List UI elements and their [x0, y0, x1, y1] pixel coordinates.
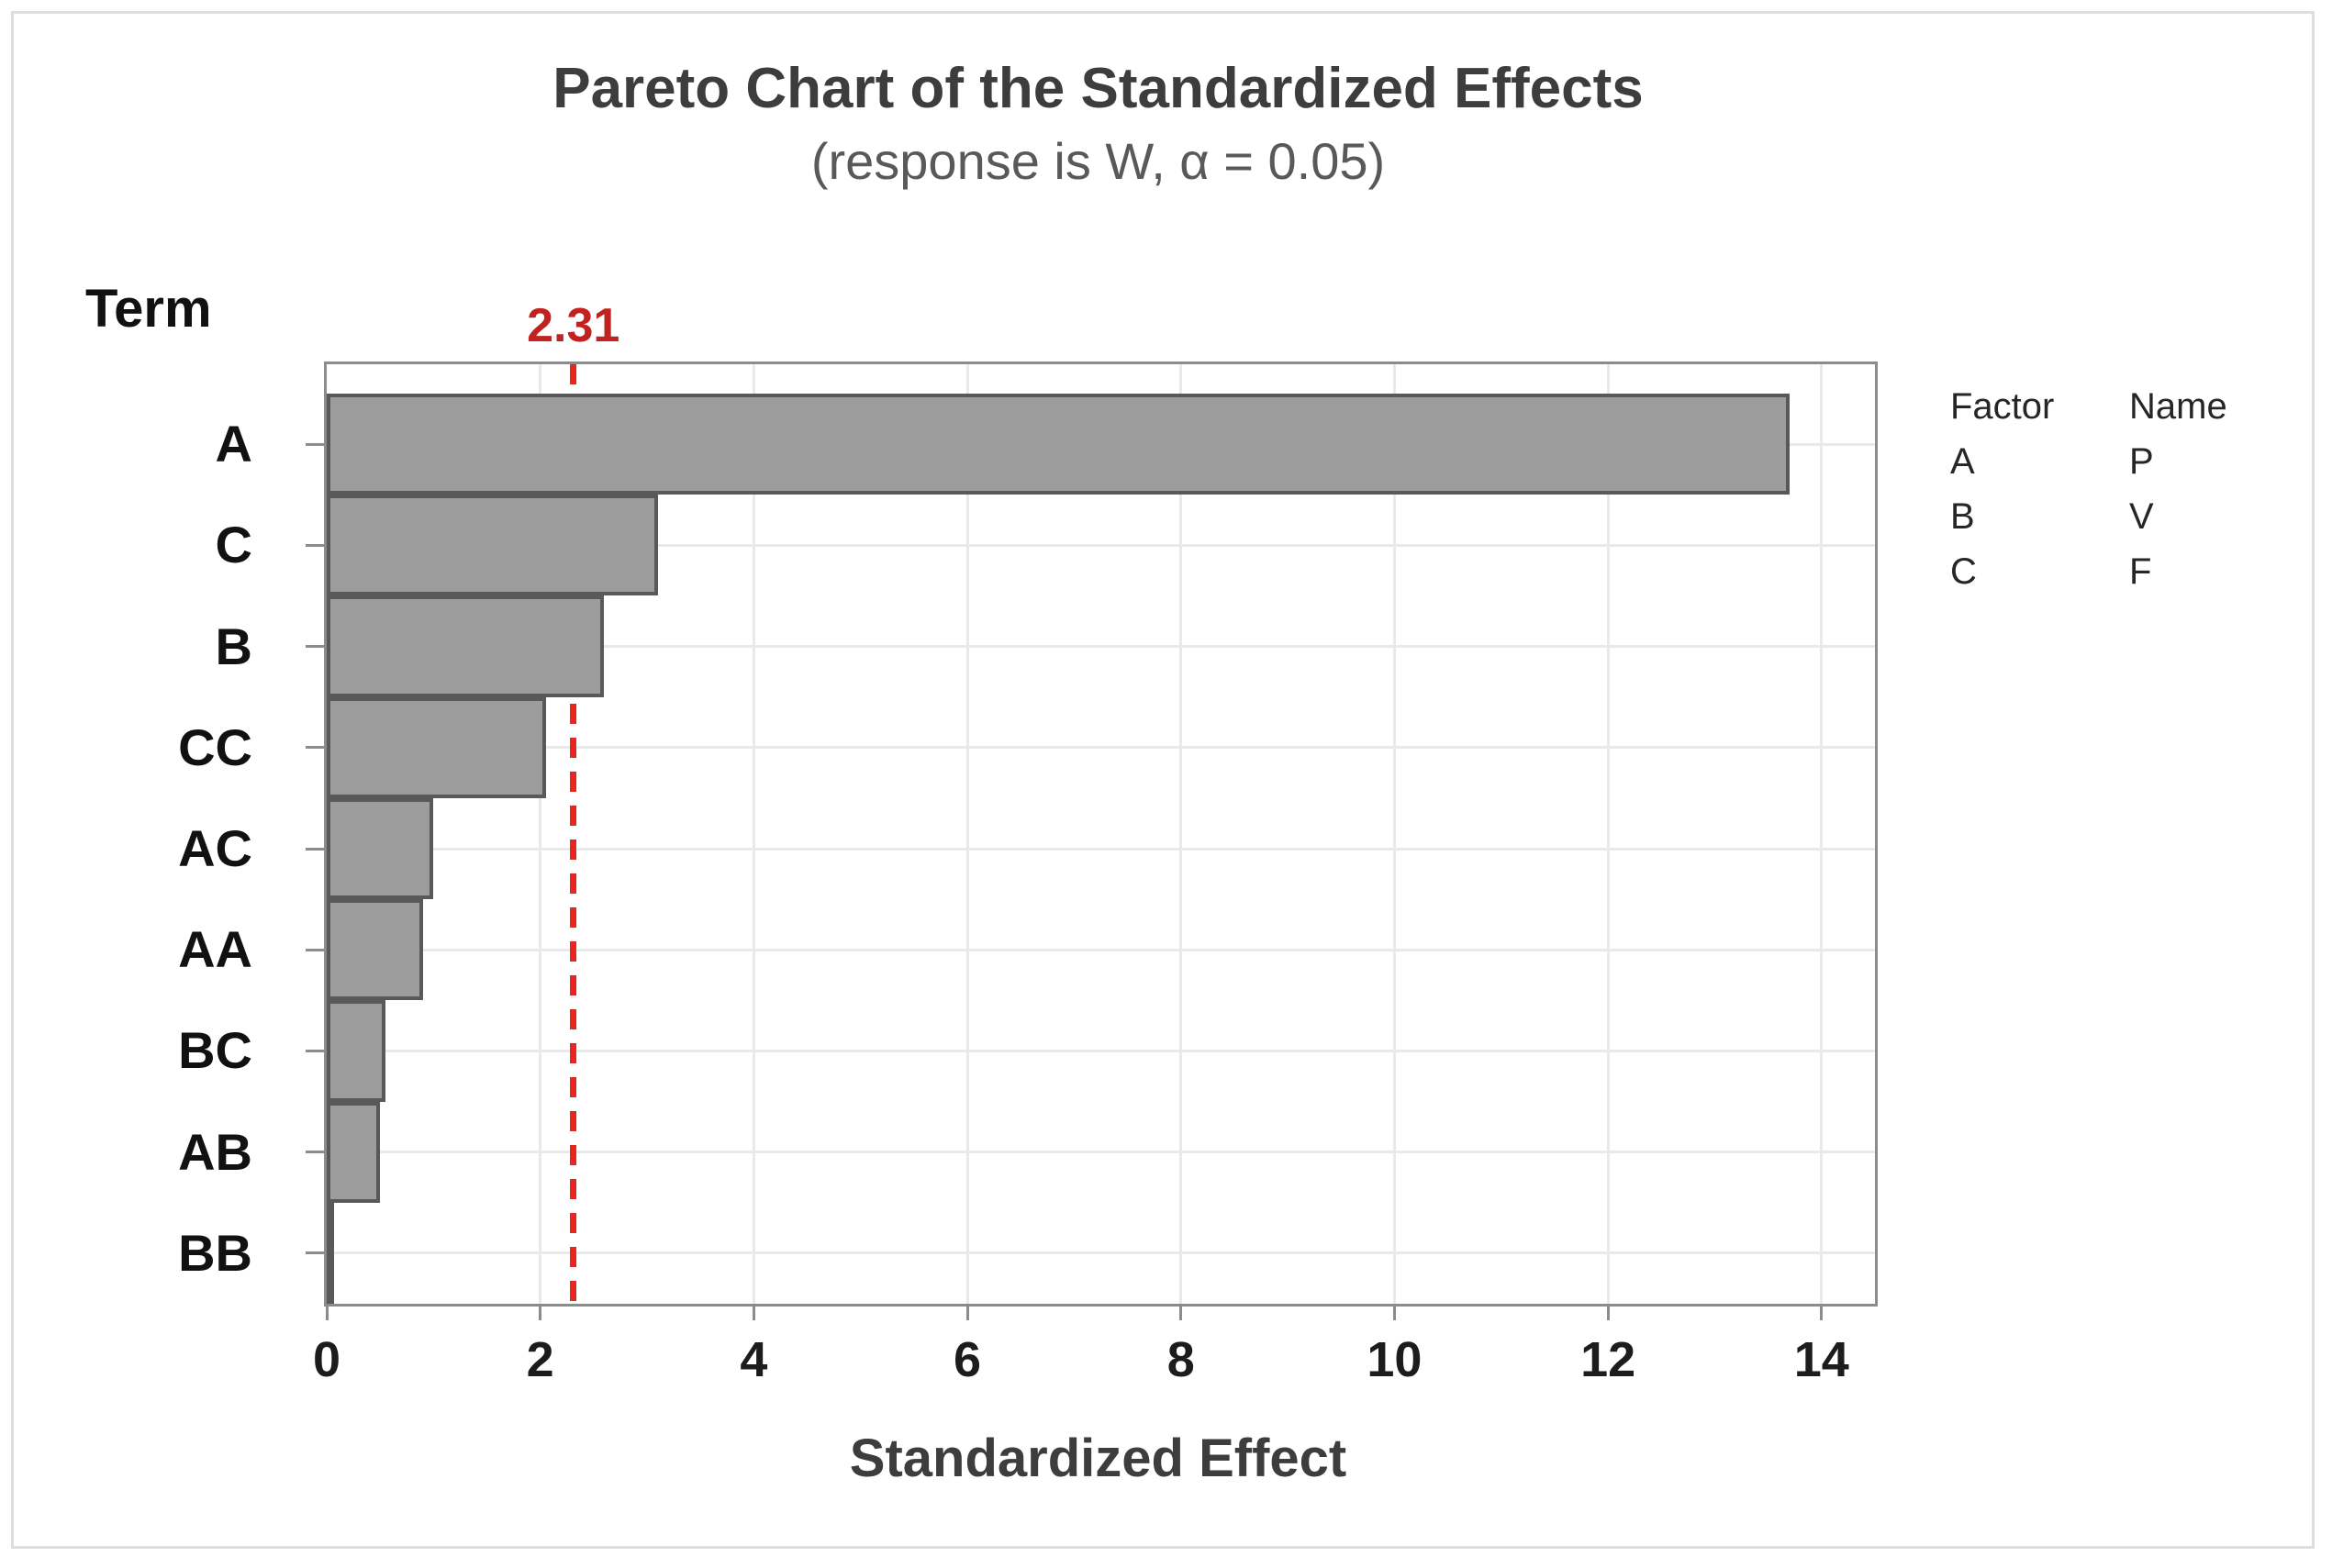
reference-line: [570, 364, 577, 1304]
legend-factor-value: B: [1950, 496, 1975, 537]
bar-AB: [327, 1101, 381, 1203]
x-axis-title: Standardized Effect: [849, 1429, 1347, 1488]
vertical-gridline: [965, 364, 969, 1304]
horizontal-gridline: [327, 1049, 1875, 1052]
y-axis-tick: [306, 1049, 324, 1052]
legend-factor-value: A: [1950, 441, 1975, 482]
vertical-gridline: [1606, 364, 1610, 1304]
factor-name-legend: Factor Name A P B V C F: [1950, 388, 2227, 591]
x-axis-tick: [1606, 1304, 1610, 1320]
x-axis-tick: [1392, 1304, 1396, 1320]
legend-factor-value: C: [1950, 551, 1977, 592]
y-axis-tick: [306, 948, 324, 951]
y-axis-category-label: AC: [178, 819, 252, 877]
legend-name-value: V: [2129, 496, 2154, 537]
y-axis-tick: [306, 645, 324, 649]
horizontal-gridline: [327, 543, 1875, 547]
y-axis-category-label: B: [215, 617, 252, 675]
y-axis-category-label: AB: [178, 1122, 252, 1181]
chart-title: Pareto Chart of the Standardized Effects: [552, 57, 1644, 120]
y-axis-category-label: AA: [178, 920, 252, 979]
bar-CC: [327, 696, 546, 798]
reference-line-label: 2.31: [527, 299, 620, 352]
horizontal-gridline: [327, 847, 1875, 851]
vertical-gridline: [539, 364, 542, 1304]
bar-BC: [327, 1000, 385, 1102]
y-axis-tick: [306, 442, 324, 446]
bar-AA: [327, 899, 423, 1001]
bar-BB: [327, 1202, 335, 1304]
horizontal-gridline: [327, 645, 1875, 649]
vertical-gridline: [1392, 364, 1396, 1304]
y-axis-category-label: A: [215, 415, 252, 473]
x-axis-tick-label: 6: [954, 1332, 982, 1387]
horizontal-gridline: [327, 948, 1875, 951]
x-axis-tick: [1820, 1304, 1824, 1320]
vertical-gridline: [752, 364, 755, 1304]
legend-header-name: Name: [2129, 386, 2227, 427]
chart-title-block: Pareto Chart of the Standardized Effects…: [324, 56, 1872, 192]
chart-subtitle: (response is W, α = 0.05): [810, 132, 1386, 190]
bar-B: [327, 595, 605, 697]
x-axis-tick-label: 4: [740, 1332, 768, 1387]
y-axis-category-label: BB: [178, 1223, 252, 1282]
y-axis-tick: [306, 847, 324, 851]
y-axis-tick: [306, 746, 324, 750]
y-axis-tick: [306, 543, 324, 547]
x-axis-tick-label: 14: [1793, 1332, 1849, 1387]
x-axis-tick-label: 2: [526, 1332, 554, 1387]
legend-name-value: F: [2129, 551, 2152, 592]
vertical-gridline: [1179, 364, 1183, 1304]
bar-AC: [327, 797, 434, 900]
x-axis-tick: [325, 1304, 329, 1320]
y-axis-category-label: CC: [178, 717, 252, 776]
chart-figure: Pareto Chart of the Standardized Effects…: [11, 11, 2315, 1549]
vertical-gridline: [1820, 364, 1824, 1304]
term-axis-label: Term: [85, 279, 212, 339]
x-axis-tick-label: 0: [312, 1332, 341, 1387]
horizontal-gridline: [327, 1251, 1875, 1255]
x-axis-tick: [1179, 1304, 1183, 1320]
x-axis-tick-label: 8: [1166, 1332, 1195, 1387]
y-axis-category-label: C: [215, 516, 252, 574]
y-axis-category-label: BC: [178, 1021, 252, 1080]
horizontal-gridline: [327, 746, 1875, 750]
x-axis-tick: [752, 1304, 755, 1320]
legend-header-factor: Factor: [1950, 386, 2055, 427]
horizontal-gridline: [327, 1151, 1875, 1154]
legend-name-value: P: [2129, 441, 2154, 482]
bar-C: [327, 495, 658, 596]
y-axis-tick: [306, 1151, 324, 1154]
y-axis-tick: [306, 1251, 324, 1255]
bar-A: [327, 394, 1790, 495]
x-axis-tick-label: 10: [1367, 1332, 1423, 1387]
x-axis-tick-label: 12: [1580, 1332, 1636, 1387]
x-axis-tick: [539, 1304, 542, 1320]
plot-area: [324, 361, 1878, 1307]
x-axis-tick: [965, 1304, 969, 1320]
